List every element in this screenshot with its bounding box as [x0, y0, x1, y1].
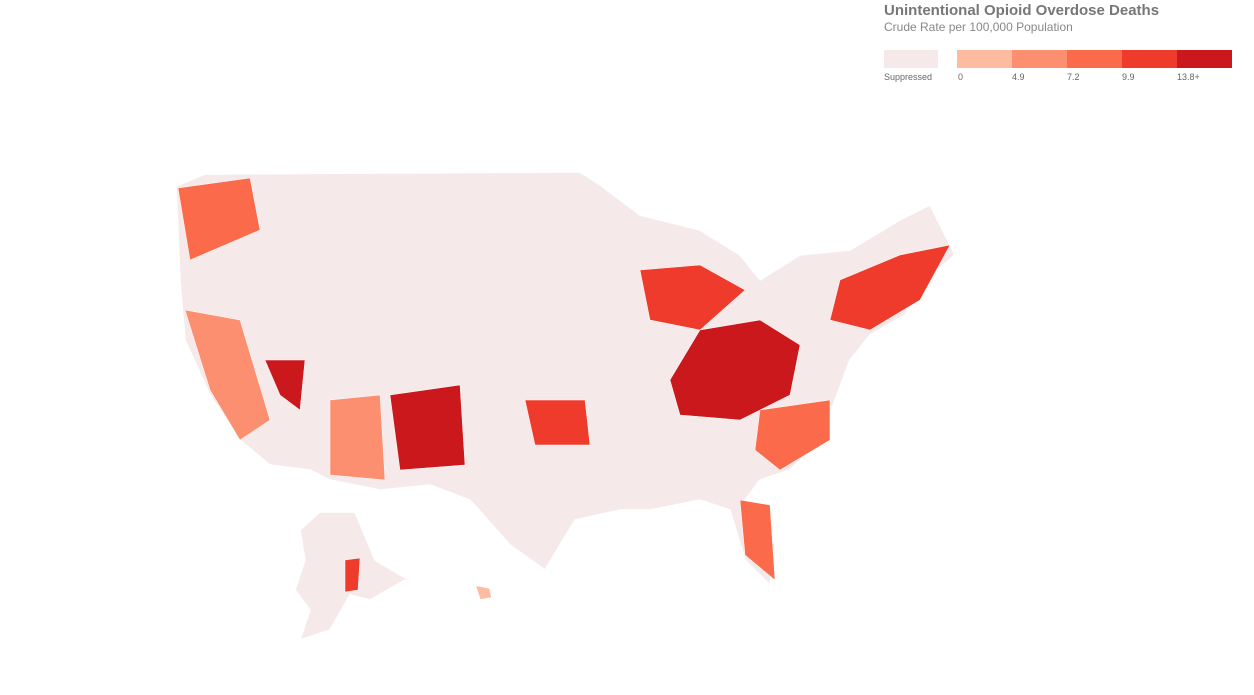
legend-swatch: [957, 50, 1012, 68]
legend-title: Unintentional Opioid Overdose Deaths: [884, 2, 1159, 19]
legend-swatch: [1177, 50, 1232, 68]
legend-swatch: [1012, 50, 1067, 68]
northeast: [829, 244, 951, 331]
legend-subtitle: Crude Rate per 100,000 Population: [884, 20, 1073, 34]
pacific-northwest: [177, 177, 261, 261]
map: [175, 171, 956, 642]
appalachia: [669, 319, 801, 421]
arizona: [329, 394, 386, 481]
legend: Unintentional Opioid Overdose Deaths Cru…: [884, 2, 1232, 82]
hawaii: [473, 584, 493, 601]
california: [184, 309, 271, 441]
legend-tick-label: 13.8+: [1177, 72, 1200, 82]
suppressed-label: Suppressed: [884, 72, 932, 82]
hotspots: [177, 177, 951, 593]
new-mexico: [389, 384, 466, 471]
legend-tick-label: 7.2: [1067, 72, 1080, 82]
carolinas: [754, 399, 831, 471]
legend-tick-label: 9.9: [1122, 72, 1135, 82]
legend-tick-label: 0: [958, 72, 963, 82]
legend-swatch: [1122, 50, 1177, 68]
contiguous-us: [175, 171, 956, 587]
florida: [739, 499, 776, 581]
midwest: [639, 264, 746, 331]
legend-swatch: [1067, 50, 1122, 68]
oklahoma: [524, 399, 591, 446]
suppressed-swatch: [884, 50, 938, 68]
nevada: [264, 359, 306, 411]
legend-tick-label: 4.9: [1012, 72, 1025, 82]
alaska-hotspot: [344, 557, 361, 593]
